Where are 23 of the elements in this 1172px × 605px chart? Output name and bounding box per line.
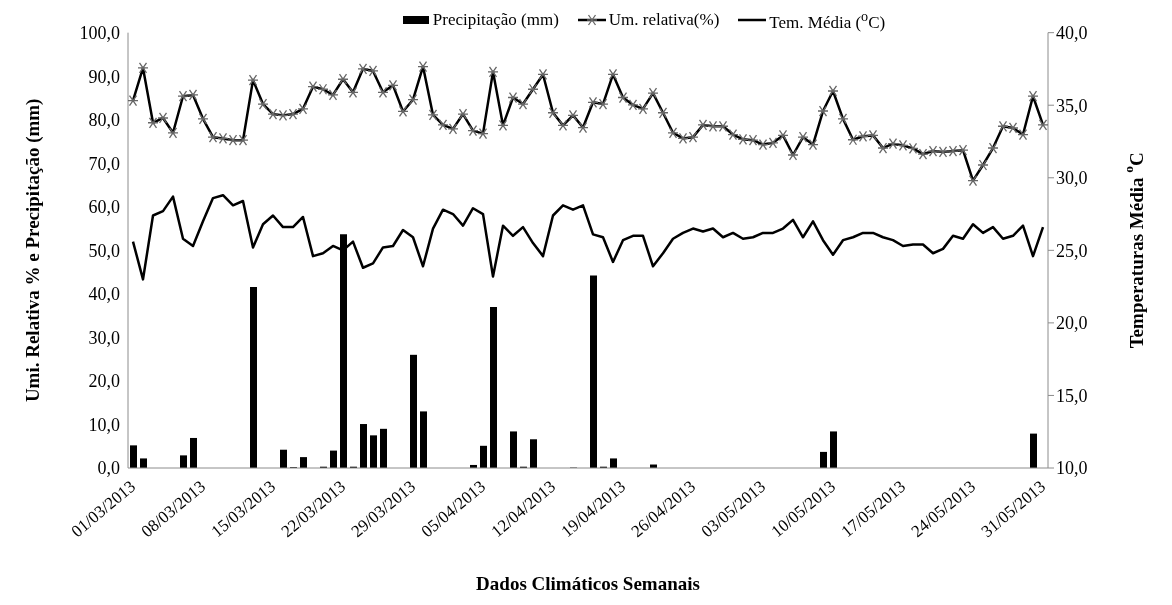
y-tick-label: 30,0 bbox=[88, 327, 120, 348]
y-tick-label: 60,0 bbox=[88, 197, 120, 218]
y2-tick-label: 25,0 bbox=[1056, 240, 1088, 261]
y2-tick-label: 15,0 bbox=[1056, 385, 1088, 406]
y-tick-label: 50,0 bbox=[88, 240, 120, 261]
y-tick-label: 80,0 bbox=[88, 110, 120, 131]
x-axis-title: Dados Climáticos Semanais bbox=[476, 573, 700, 594]
y2-tick-label: 10,0 bbox=[1056, 458, 1088, 479]
y-tick-label: 100,0 bbox=[79, 23, 120, 44]
legend-label: Tem. Média ($^{o}$C) bbox=[769, 8, 886, 33]
y-tick-label: 90,0 bbox=[88, 66, 120, 87]
y2-tick-label: 30,0 bbox=[1056, 168, 1088, 189]
y-tick-label: 70,0 bbox=[88, 153, 120, 174]
y2-tick-label: 20,0 bbox=[1056, 313, 1088, 334]
y2-tick-label: 40,0 bbox=[1056, 23, 1088, 44]
y-tick-label: 40,0 bbox=[88, 284, 120, 305]
y-tick-label: 10,0 bbox=[88, 414, 120, 435]
y-tick-label: 0,0 bbox=[97, 458, 120, 479]
y-tick-label: 20,0 bbox=[88, 371, 120, 392]
legend-label: Precipitação (mm) bbox=[432, 10, 559, 31]
legend-label: Um. relativa(%) bbox=[608, 10, 720, 31]
y2-tick-label: 35,0 bbox=[1056, 95, 1088, 116]
y-axis-title: Umi. Relativa % e Precipitação (mm) bbox=[21, 98, 44, 403]
